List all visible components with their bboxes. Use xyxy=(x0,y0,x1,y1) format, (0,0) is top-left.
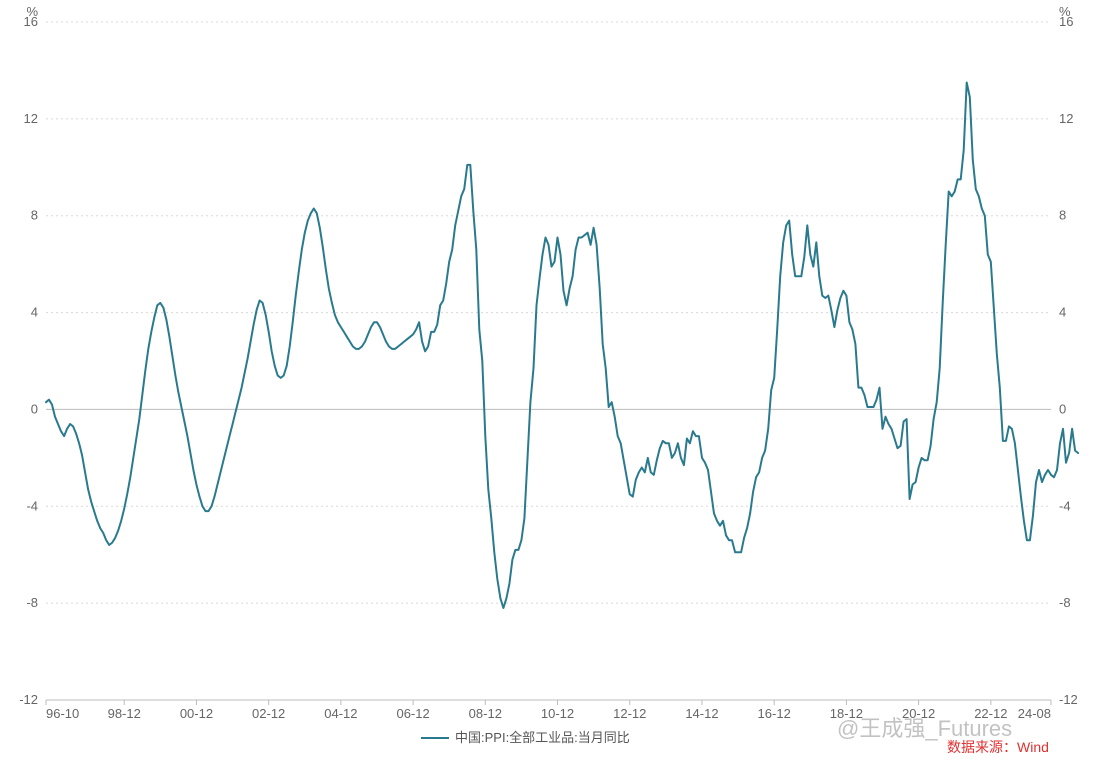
chart-container: -12-12-8-8-4-400448812121616%%96-1098-12… xyxy=(0,0,1097,764)
legend-label: 中国:PPI:全部工业品:当月同比 xyxy=(455,730,630,745)
x-tick-label: 10-12 xyxy=(541,706,574,721)
series-line xyxy=(46,83,1078,609)
y-tick-left: -12 xyxy=(19,692,38,707)
x-tick-label: 00-12 xyxy=(180,706,213,721)
source-note: 数据来源：Wind xyxy=(947,739,1049,755)
x-tick-label: 06-12 xyxy=(396,706,429,721)
x-tick-label: 98-12 xyxy=(108,706,141,721)
y-tick-left: 0 xyxy=(31,401,38,416)
y-tick-right: 4 xyxy=(1059,305,1066,320)
y-unit-right: % xyxy=(1059,4,1071,19)
x-tick-label: 16-12 xyxy=(758,706,791,721)
x-tick-label: 04-12 xyxy=(324,706,357,721)
line-chart: -12-12-8-8-4-400448812121616%%96-1098-12… xyxy=(0,0,1097,764)
y-tick-right: 12 xyxy=(1059,111,1073,126)
x-tick-label: 24-08 xyxy=(1018,706,1051,721)
y-tick-left: -4 xyxy=(26,498,38,513)
y-tick-right: 0 xyxy=(1059,401,1066,416)
x-tick-label: 02-12 xyxy=(252,706,285,721)
y-tick-right: -4 xyxy=(1059,498,1071,513)
y-tick-left: 8 xyxy=(31,208,38,223)
y-tick-right: 8 xyxy=(1059,208,1066,223)
y-tick-right: -12 xyxy=(1059,692,1078,707)
y-tick-left: 12 xyxy=(24,111,38,126)
watermark: @王成强_Futures xyxy=(837,716,1012,741)
x-tick-label: 14-12 xyxy=(685,706,718,721)
y-tick-left: 4 xyxy=(31,305,38,320)
x-tick-label: 08-12 xyxy=(469,706,502,721)
y-tick-left: -8 xyxy=(26,595,38,610)
x-tick-label: 12-12 xyxy=(613,706,646,721)
y-tick-right: -8 xyxy=(1059,595,1071,610)
x-tick-label: 96-10 xyxy=(46,706,79,721)
y-unit-left: % xyxy=(26,4,38,19)
